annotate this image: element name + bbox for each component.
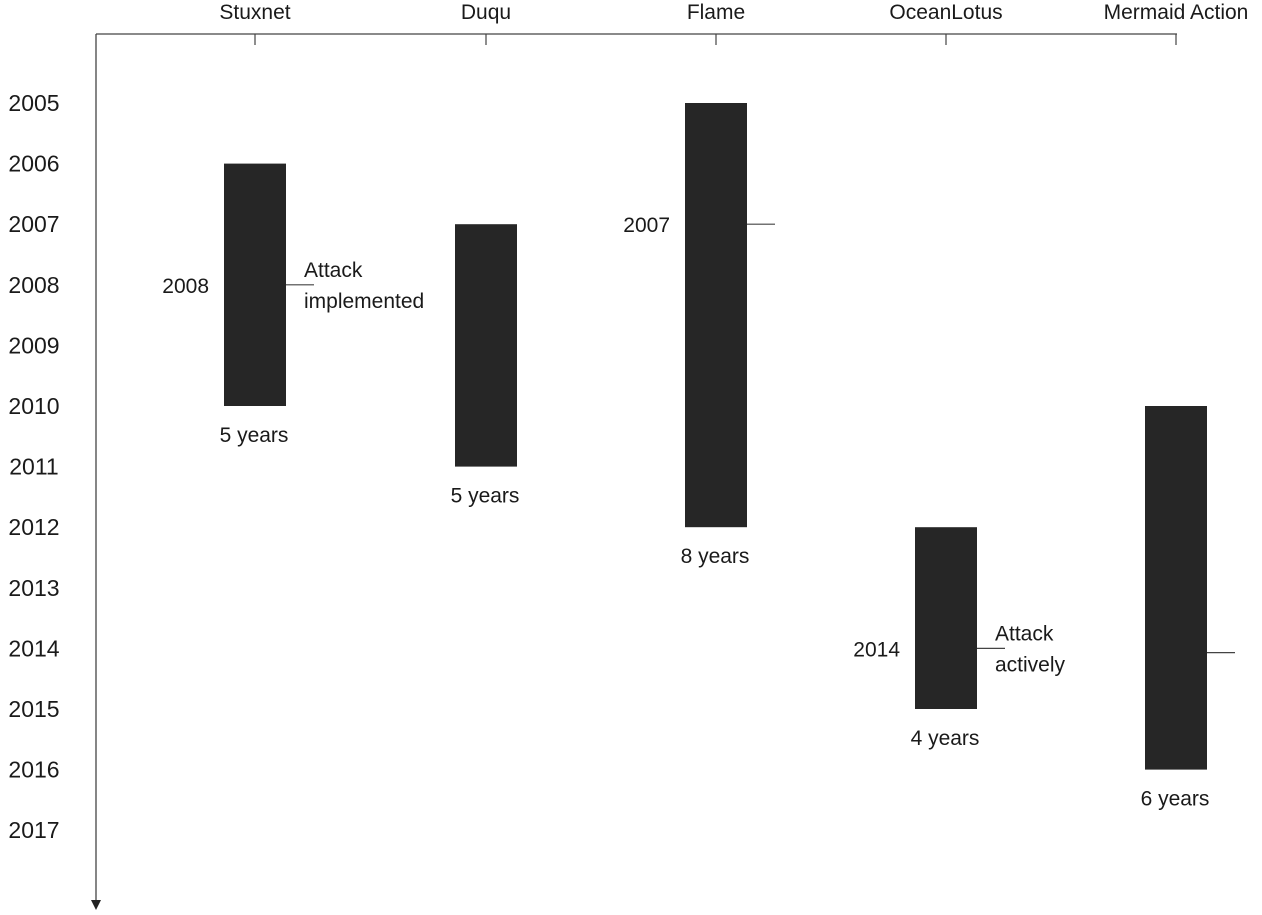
annotation-stuxnet-line-1: Attack (304, 259, 363, 282)
bar-group-flame: 8 years 2007 (623, 103, 775, 568)
marker-year-label-oceanlotus: 2014 (853, 638, 900, 661)
duration-label-flame: 8 years (681, 545, 750, 568)
duration-label-mermaid-action: 6 years (1141, 788, 1210, 811)
year-label-2006: 2006 (8, 151, 59, 177)
duration-label-duqu: 5 years (451, 485, 520, 508)
category-label-duqu: Duqu (461, 1, 511, 24)
category-label-flame: Flame (687, 1, 745, 24)
year-label-2016: 2016 (8, 757, 59, 783)
duration-label-stuxnet: 5 years (220, 424, 289, 447)
bars-group: 5 years 2008 Attack implemented 5 years 8 yea… (162, 103, 1235, 811)
bar-group-mermaid-action: 6 years (1141, 406, 1235, 811)
year-label-2008: 2008 (8, 272, 59, 298)
bar-oceanlotus (915, 527, 977, 709)
year-label-2010: 2010 (8, 393, 59, 419)
category-ticks: Stuxnet Duqu Flame OceanLotus Mermaid Action (219, 1, 1248, 45)
annotation-oceanlotus-line-2: actively (995, 653, 1066, 676)
year-label-2017: 2017 (8, 817, 59, 843)
category-label-stuxnet: Stuxnet (219, 1, 290, 24)
bar-group-oceanlotus: 4 years 2014 Attack actively (853, 527, 1066, 750)
marker-year-label-stuxnet: 2008 (162, 275, 209, 298)
bar-group-stuxnet: 5 years 2008 Attack implemented (162, 163, 424, 447)
marker-year-label-flame: 2007 (623, 214, 670, 237)
year-label-2014: 2014 (8, 635, 59, 661)
year-label-2015: 2015 (8, 696, 59, 722)
category-label-mermaid-action: Mermaid Action (1104, 1, 1249, 24)
annotation-stuxnet-line-2: implemented (304, 290, 424, 313)
bar-stuxnet (224, 163, 286, 406)
bar-mermaid-action (1145, 406, 1207, 770)
year-label-2012: 2012 (8, 514, 59, 540)
duration-label-oceanlotus: 4 years (911, 727, 980, 750)
chart-axes (91, 33, 1177, 910)
year-label-2005: 2005 (8, 90, 59, 116)
year-label-2007: 2007 (8, 211, 59, 237)
time-axis-arrow-icon (91, 900, 101, 910)
bar-group-duqu: 5 years (451, 224, 520, 508)
bar-duqu (455, 224, 517, 467)
bar-flame (685, 103, 747, 528)
year-label-2011: 2011 (9, 454, 58, 480)
category-label-oceanlotus: OceanLotus (889, 1, 1002, 24)
annotation-oceanlotus-line-1: Attack (995, 622, 1054, 645)
year-label-2013: 2013 (8, 575, 59, 601)
year-tick-labels: 2005 2006 2007 2008 2009 2010 2011 2012 2013 2014… (8, 90, 59, 843)
year-label-2009: 2009 (8, 332, 59, 358)
